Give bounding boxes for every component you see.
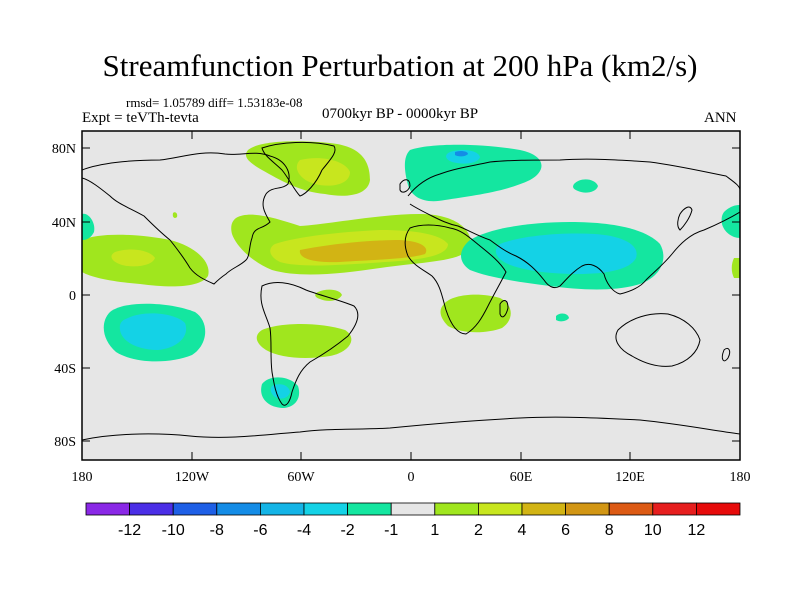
colorbar: -12 -10 -8 -6 -4 -2 -1 1 2 4 6 8 10 12 [85,502,741,539]
experiment-label: Expt = teVTh-tevta [82,110,199,126]
lon-label-180e: 180 [730,470,751,485]
contour-ne-asia-low [573,179,598,193]
contour-south-atlantic-high [256,324,352,358]
coast-uk [399,179,411,193]
chart-title: Streamfunction Perturbation at 200 hPa (… [102,48,698,83]
colorbar-label: -4 [297,522,311,539]
lon-label-60w: 60W [287,470,315,485]
contour-scandinavia-low [404,144,542,202]
colorbar-label: -8 [210,522,224,539]
colorbar-swatch [172,502,218,516]
contour-east-edge-low [82,213,95,240]
lat-label-80n: 80N [52,142,76,157]
lon-label-180w: 180 [72,470,93,485]
colorbar-label: 2 [474,522,483,539]
contour-indian-ocean-small [556,313,569,322]
coastlines [82,141,740,441]
contour-brazil-small [315,289,342,301]
coast-antarctica [82,416,740,441]
colorbar-swatch [696,502,741,516]
colorbar-swatch [477,502,523,516]
colorbar-swatch [303,502,348,516]
lon-tick-marks [81,131,741,460]
lon-label-120e: 120E [615,470,645,485]
colorbar-label: 4 [518,522,527,539]
coast-greenland [261,141,336,197]
colorbar-swatch [390,502,436,516]
lat-label-0: 0 [69,289,76,304]
lat-tick-marks [82,147,740,442]
coast-japan [677,206,693,231]
colorbar-label: -2 [340,522,354,539]
colorbar-label: -6 [253,522,267,539]
contour-south-asia-low-core [495,233,637,274]
contour-fields [82,141,740,408]
colorbar-swatch [129,502,174,516]
coast-south-america [260,282,359,406]
period-label: 0700kyr BP - 0000kyr BP [322,106,479,122]
coast-north-america [82,152,290,285]
lat-label-40n: 40N [52,216,76,231]
colorbar-label: -12 [118,522,141,539]
contour-west-pacific-high [731,258,740,278]
colorbar-swatch [521,502,566,516]
contour-north-atlantic-high-core [296,158,350,186]
contour-west-pacific-low [721,204,740,238]
colorbar-label: 6 [561,522,570,539]
contour-east-pacific-high-core [111,249,155,267]
lat-label-80s: 80S [54,435,76,450]
colorbar-label: 1 [430,522,439,539]
lon-label-60e: 60E [510,470,533,485]
colorbar-swatch [434,502,479,516]
contour-scandinavia-low-core [446,149,480,164]
contour-scandinavia-low-dot [455,150,468,157]
colorbar-label: -1 [384,522,398,539]
colorbar-label: 8 [605,522,614,539]
coast-australia [615,313,701,367]
lat-label-40s: 40S [54,362,76,377]
colorbar-swatch [565,502,610,516]
contour-small-pacific [172,212,178,218]
season-label: ANN [704,110,737,126]
lon-label-120w: 120W [175,470,210,485]
colorbar-swatch [608,502,654,516]
coast-new-zealand [721,347,731,362]
colorbar-swatch [259,502,305,516]
colorbar-swatch [85,502,130,516]
contour-atlantic-band-max [299,240,427,263]
colorbar-label: 12 [688,522,706,539]
coast-africa [404,224,507,335]
coast-europe-asia [407,158,740,295]
lon-label-0: 0 [408,470,415,485]
colorbar-swatch [652,502,697,516]
stats-line: rmsd= 1.05789 diff= 1.53183e-08 [126,95,303,110]
colorbar-label: -10 [162,522,185,539]
colorbar-label: 10 [644,522,662,539]
colorbar-swatch [216,502,261,516]
contour-south-pacific-low-core [119,313,187,350]
colorbar-swatch [347,502,392,516]
contour-southern-africa-high [440,294,511,333]
coast-madagascar [499,300,509,318]
